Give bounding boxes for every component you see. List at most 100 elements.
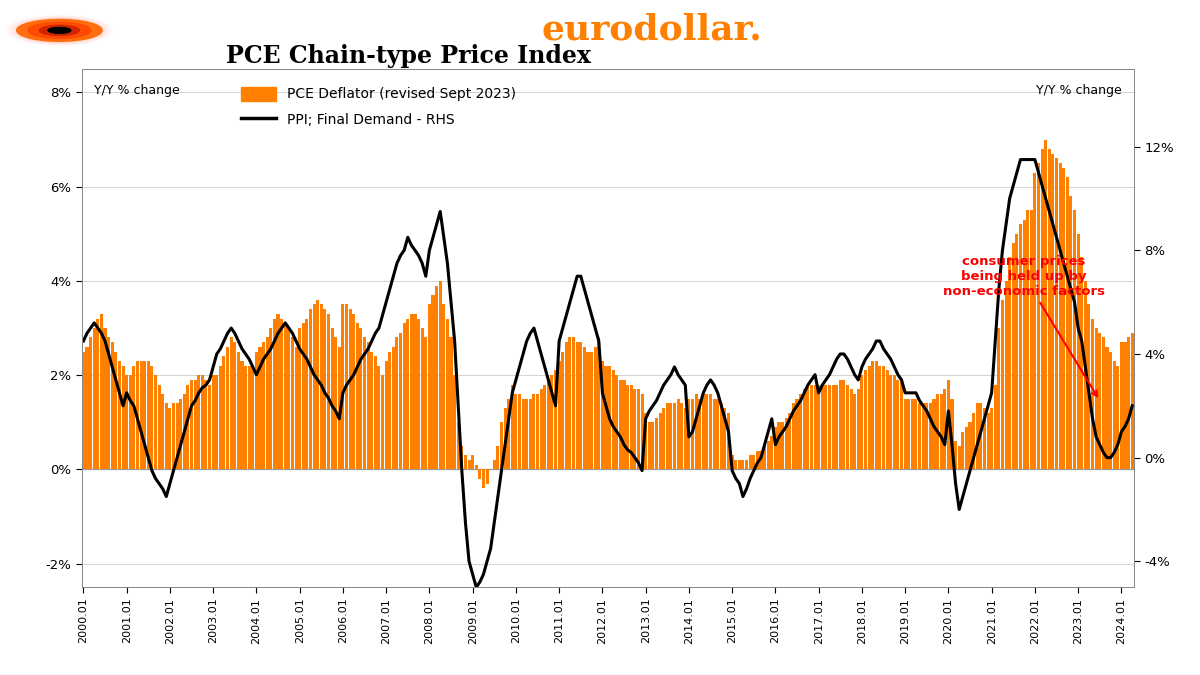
- Polygon shape: [32, 23, 86, 38]
- Bar: [410, 314, 413, 469]
- Bar: [785, 418, 787, 469]
- Bar: [814, 385, 816, 469]
- Bar: [612, 371, 614, 469]
- Bar: [457, 423, 460, 469]
- Bar: [878, 366, 882, 469]
- Bar: [236, 352, 240, 469]
- Bar: [781, 423, 784, 469]
- Bar: [103, 328, 107, 469]
- Bar: [359, 328, 362, 469]
- Bar: [290, 338, 294, 469]
- Bar: [630, 385, 632, 469]
- Bar: [1109, 352, 1112, 469]
- Bar: [983, 408, 986, 469]
- Bar: [770, 437, 773, 469]
- Bar: [254, 352, 258, 469]
- Bar: [968, 423, 972, 469]
- Bar: [864, 371, 868, 469]
- Bar: [922, 404, 925, 469]
- Bar: [1026, 210, 1030, 469]
- Bar: [972, 413, 976, 469]
- Bar: [900, 380, 904, 469]
- Bar: [850, 389, 853, 469]
- Bar: [312, 304, 316, 469]
- Bar: [936, 394, 940, 469]
- Bar: [319, 304, 323, 469]
- Bar: [154, 375, 157, 469]
- Bar: [943, 389, 947, 469]
- Bar: [792, 404, 794, 469]
- Bar: [1012, 243, 1015, 469]
- Bar: [197, 375, 200, 469]
- Bar: [186, 385, 190, 469]
- Bar: [425, 338, 427, 469]
- Bar: [272, 319, 276, 469]
- Bar: [161, 394, 164, 469]
- Bar: [1130, 333, 1134, 469]
- Bar: [374, 356, 377, 469]
- Bar: [1123, 342, 1127, 469]
- Bar: [788, 413, 791, 469]
- Bar: [666, 404, 668, 469]
- Bar: [716, 399, 719, 469]
- Bar: [1001, 300, 1004, 469]
- Bar: [918, 404, 922, 469]
- Bar: [616, 375, 618, 469]
- Bar: [932, 399, 936, 469]
- Bar: [114, 352, 118, 469]
- Bar: [940, 394, 943, 469]
- Bar: [904, 399, 907, 469]
- Bar: [1051, 154, 1055, 469]
- Text: Y/Y % change: Y/Y % change: [1036, 84, 1121, 97]
- Bar: [208, 385, 211, 469]
- Bar: [385, 361, 388, 469]
- Bar: [684, 408, 686, 469]
- Bar: [229, 338, 233, 469]
- Bar: [551, 375, 553, 469]
- Bar: [504, 408, 506, 469]
- Bar: [767, 441, 769, 469]
- Bar: [82, 352, 85, 469]
- Polygon shape: [48, 28, 71, 33]
- Bar: [832, 385, 834, 469]
- Bar: [608, 366, 611, 469]
- Bar: [500, 423, 503, 469]
- Bar: [251, 366, 254, 469]
- Bar: [400, 333, 402, 469]
- Bar: [839, 380, 841, 469]
- Bar: [136, 361, 139, 469]
- Text: eurodollar.: eurodollar.: [541, 13, 762, 47]
- Bar: [482, 469, 485, 488]
- Bar: [796, 399, 798, 469]
- Bar: [1008, 257, 1012, 469]
- Bar: [150, 366, 154, 469]
- Bar: [695, 394, 697, 469]
- Bar: [810, 385, 812, 469]
- Bar: [348, 309, 352, 469]
- Bar: [244, 366, 247, 469]
- Bar: [547, 380, 550, 469]
- Bar: [439, 281, 442, 469]
- Bar: [461, 446, 463, 469]
- Bar: [637, 389, 640, 469]
- Bar: [742, 460, 744, 469]
- Bar: [875, 361, 878, 469]
- Bar: [247, 366, 251, 469]
- Bar: [706, 394, 708, 469]
- Polygon shape: [38, 24, 80, 36]
- Bar: [486, 469, 488, 483]
- Bar: [479, 469, 481, 479]
- Bar: [454, 375, 456, 469]
- Bar: [330, 328, 334, 469]
- Bar: [634, 389, 636, 469]
- Bar: [204, 380, 208, 469]
- Bar: [421, 328, 424, 469]
- Bar: [986, 413, 990, 469]
- Bar: [193, 380, 197, 469]
- Polygon shape: [40, 25, 79, 36]
- Bar: [868, 366, 871, 469]
- Bar: [990, 408, 994, 469]
- Bar: [403, 323, 406, 469]
- Bar: [396, 338, 398, 469]
- Bar: [1048, 149, 1051, 469]
